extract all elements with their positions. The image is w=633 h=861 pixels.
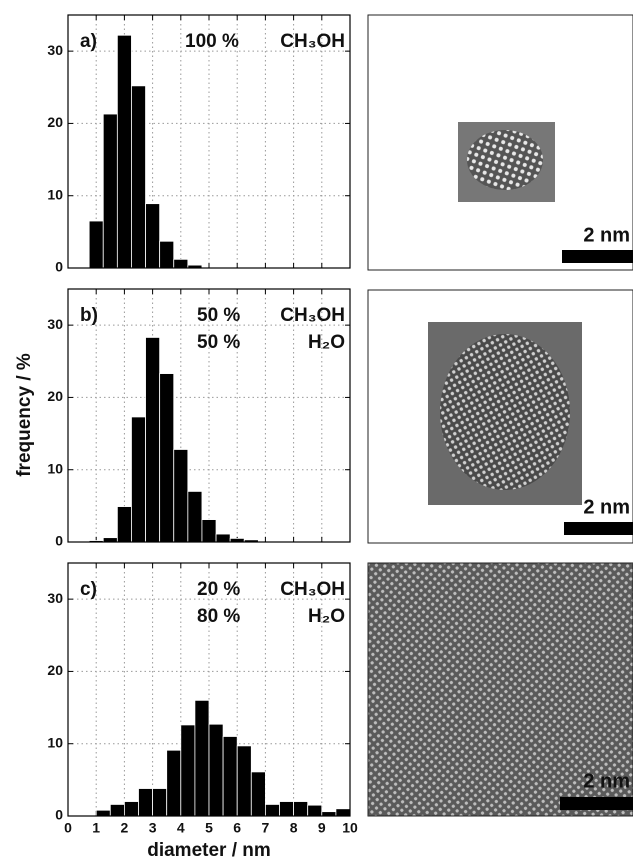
scale-bar-label: 2 nm: [583, 770, 630, 792]
y-tick-label: 20: [47, 114, 63, 130]
x-tick-label: 2: [121, 820, 129, 836]
bar: [166, 749, 182, 817]
bar: [194, 699, 210, 817]
bar: [116, 34, 132, 269]
bar: [208, 723, 224, 817]
panel-label: a): [80, 31, 97, 52]
bar: [180, 724, 196, 817]
bar: [264, 804, 280, 817]
scale-bar-label: 2 nm: [583, 224, 630, 246]
bar: [307, 804, 323, 817]
bar: [95, 809, 111, 817]
bar: [131, 85, 146, 269]
tem-image: [367, 562, 633, 817]
x-tick-label: 6: [233, 820, 241, 836]
x-tick-label: 10: [342, 820, 358, 836]
bar: [250, 771, 266, 817]
x-tick-label: 7: [262, 820, 270, 836]
bar: [145, 203, 161, 269]
annotation: 20 %: [197, 579, 240, 600]
y-axis-label: frequency / %: [14, 353, 35, 477]
bar: [152, 788, 168, 817]
bar: [88, 220, 104, 269]
bar: [138, 788, 153, 817]
y-tick-label: 20: [47, 388, 63, 404]
y-tick-label: 10: [47, 460, 63, 476]
y-tick-label: 10: [47, 186, 63, 202]
y-tick-label: 30: [47, 316, 63, 332]
y-tick-label: 30: [47, 590, 63, 606]
scale-bar: [562, 250, 633, 263]
annotation: H₂O: [308, 332, 345, 353]
scale-bar: [560, 797, 633, 810]
bar: [215, 533, 231, 543]
bar: [102, 113, 118, 269]
bar: [201, 519, 217, 543]
x-tick-label: 1: [92, 820, 100, 836]
tem-images: [367, 14, 633, 817]
panel-label: b): [80, 305, 98, 326]
bar: [102, 537, 118, 543]
bar: [159, 240, 175, 269]
y-tick-label: 30: [47, 42, 63, 58]
bar: [124, 801, 139, 817]
bar: [236, 745, 252, 817]
particle: [467, 130, 543, 190]
annotation: 50 %: [197, 332, 240, 353]
x-tick-label: 4: [177, 820, 185, 836]
bar: [222, 736, 238, 817]
annotation: CH₃OH: [280, 31, 345, 52]
particle: [440, 334, 570, 490]
plot-frame: [67, 288, 351, 543]
y-tick-label: 10: [47, 734, 63, 750]
bar: [279, 801, 295, 817]
bar: [131, 416, 146, 543]
scale-bar-label: 2 nm: [583, 496, 630, 518]
x-tick-label: 5: [205, 820, 213, 836]
bar: [145, 337, 161, 543]
bar: [293, 801, 309, 817]
bar: [321, 811, 337, 817]
x-tick-label: 8: [290, 820, 298, 836]
annotation: CH₃OH: [280, 305, 345, 326]
y-tick-label: 0: [55, 259, 63, 275]
plot-frame: [67, 14, 351, 269]
y-tick-label: 0: [55, 807, 63, 823]
x-axis-label: diameter / nm: [147, 840, 271, 861]
panel-label: c): [80, 579, 97, 600]
annotation: CH₃OH: [280, 579, 345, 600]
bar: [335, 808, 351, 817]
y-tick-label: 20: [47, 662, 63, 678]
y-tick-label: 0: [55, 533, 63, 549]
annotation: 80 %: [197, 606, 240, 627]
bar: [159, 373, 175, 543]
x-tick-label: 0: [64, 820, 72, 836]
annotation: 50 %: [197, 305, 240, 326]
annotation: H₂O: [308, 606, 345, 627]
bar: [173, 258, 189, 269]
annotation: 100 %: [185, 31, 239, 52]
bar: [173, 449, 189, 543]
bar: [187, 490, 203, 543]
bar: [116, 506, 132, 543]
bar: [109, 804, 125, 817]
plot-frame: [67, 562, 351, 817]
scale-bar: [564, 522, 633, 535]
x-tick-label: 9: [318, 820, 326, 836]
x-tick-label: 3: [149, 820, 157, 836]
